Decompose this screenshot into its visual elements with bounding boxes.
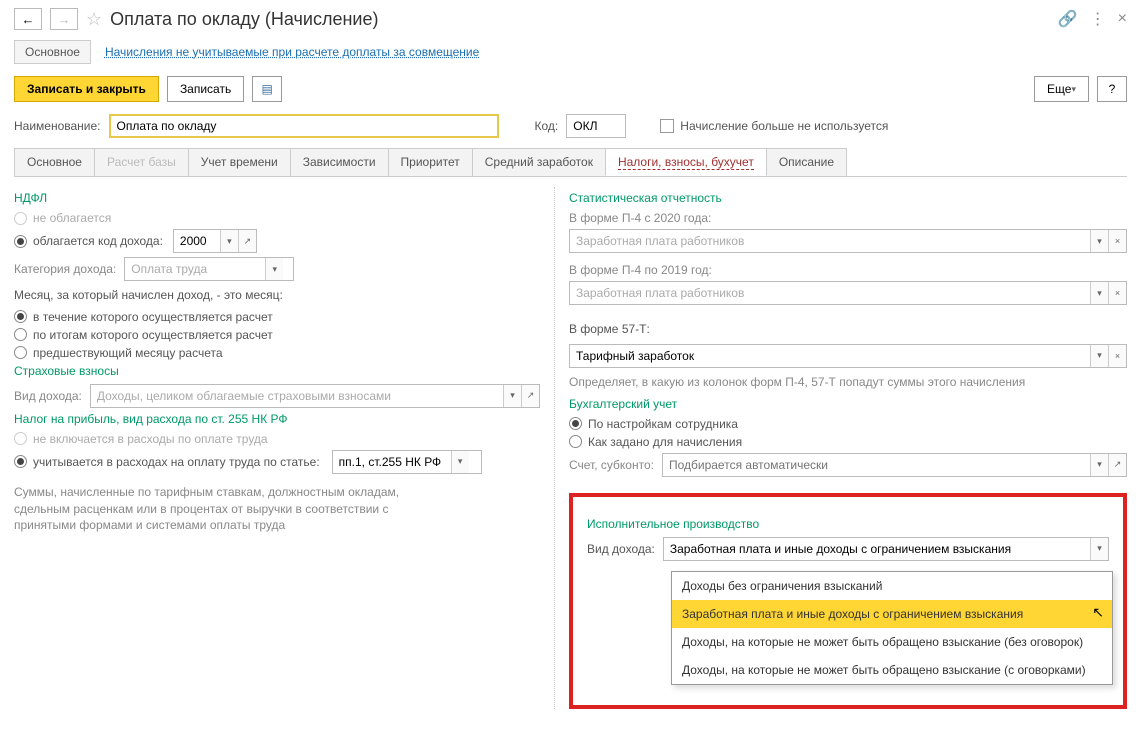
p4-2020-clear-icon[interactable]: ×	[1108, 230, 1126, 252]
pt-article-input[interactable]	[333, 451, 451, 473]
page-title: Оплата по окладу (Начисление)	[110, 9, 1050, 30]
month-opt3-label: предшествующий месяцу расчета	[33, 346, 223, 360]
link-icon[interactable]: 🔗	[1058, 9, 1078, 29]
stat-hint: Определяет, в какую из колонок форм П-4,…	[569, 374, 1039, 391]
exec-header: Исполнительное производство	[587, 517, 1109, 531]
income-code-open-icon[interactable]: ↗	[238, 230, 256, 252]
pt-opt2-label: учитывается в расходах на оплату труда п…	[33, 455, 320, 469]
p4-2019-dropdown-icon[interactable]: ▾	[1090, 282, 1108, 304]
p4-2020-label: В форме П-4 с 2020 года:	[569, 211, 1127, 225]
code-input[interactable]	[566, 114, 626, 138]
pt-opt1-radio[interactable]	[14, 432, 27, 445]
tabs: Основное Расчет базы Учет времени Зависи…	[14, 148, 1127, 177]
account-open-icon[interactable]: ↗	[1108, 454, 1126, 476]
category-label: Категория дохода:	[14, 262, 116, 276]
p4-2019-clear-icon[interactable]: ×	[1108, 282, 1126, 304]
income-type-dropdown-icon[interactable]: ▾	[503, 385, 521, 407]
ndfl-taxed-radio[interactable]	[14, 235, 27, 248]
income-code-input[interactable]	[174, 230, 220, 252]
exec-input[interactable]	[664, 538, 1090, 560]
acc-opt1-radio[interactable]	[569, 417, 582, 430]
acc-opt2-radio[interactable]	[569, 435, 582, 448]
income-type-label: Вид дохода:	[14, 389, 82, 403]
ndfl-taxed-label: облагается код дохода:	[33, 234, 163, 248]
f57-input[interactable]	[570, 345, 1090, 367]
exec-option-1[interactable]: Доходы без ограничения взысканий	[672, 572, 1112, 600]
pt-article-dropdown-icon[interactable]: ▾	[451, 451, 469, 473]
income-type-open-icon[interactable]: ↗	[521, 385, 539, 407]
save-button[interactable]: Записать	[167, 76, 244, 102]
category-input[interactable]	[125, 258, 265, 280]
account-input[interactable]	[663, 454, 1090, 476]
exec-highlight-box: Исполнительное производство Вид дохода: …	[569, 493, 1127, 709]
forward-button[interactable]: →	[50, 8, 78, 30]
tab-base[interactable]: Расчет базы	[94, 148, 189, 176]
exec-dropdown-icon[interactable]: ▾	[1090, 538, 1108, 560]
exec-label: Вид дохода:	[587, 542, 655, 556]
month-opt2-radio[interactable]	[14, 328, 27, 341]
tab-avg[interactable]: Средний заработок	[472, 148, 606, 176]
close-icon[interactable]: ×	[1118, 10, 1127, 28]
tab-taxes[interactable]: Налоги, взносы, бухучет	[605, 148, 767, 176]
exec-option-3[interactable]: Доходы, на которые не может быть обращен…	[672, 628, 1112, 656]
exec-option-4[interactable]: Доходы, на которые не может быть обращен…	[672, 656, 1112, 684]
code-label: Код:	[535, 119, 559, 133]
description-text: Суммы, начисленные по тарифным ставкам, …	[14, 484, 434, 534]
acc-opt2-label: Как задано для начисления	[588, 435, 742, 449]
income-code-dropdown-icon[interactable]: ▾	[220, 230, 238, 252]
account-dropdown-icon[interactable]: ▾	[1090, 454, 1108, 476]
insurance-header: Страховые взносы	[14, 364, 540, 378]
unused-label: Начисление больше не используется	[680, 119, 888, 133]
f57-dropdown-icon[interactable]: ▾	[1090, 345, 1108, 367]
month-opt3-radio[interactable]	[14, 346, 27, 359]
profit-tax-header: Налог на прибыль, вид расхода по ст. 255…	[14, 412, 540, 426]
tab-main[interactable]: Основное	[14, 148, 95, 176]
month-opt2-label: по итогам которого осуществляется расчет	[33, 328, 273, 342]
unused-checkbox[interactable]	[660, 119, 674, 133]
stat-header: Статистическая отчетность	[569, 191, 1127, 205]
exec-option-2[interactable]: Заработная плата и иные доходы с огранич…	[672, 600, 1112, 628]
f57-label: В форме 57-Т:	[569, 321, 1127, 338]
help-button[interactable]: ?	[1097, 76, 1127, 102]
income-type-input[interactable]	[91, 385, 503, 407]
month-opt1-radio[interactable]	[14, 310, 27, 323]
report-button[interactable]: ▤	[252, 76, 282, 102]
tab-desc[interactable]: Описание	[766, 148, 847, 176]
name-input[interactable]	[109, 114, 499, 138]
kebab-icon[interactable]: ⋮	[1090, 9, 1106, 29]
tab-time[interactable]: Учет времени	[188, 148, 291, 176]
ndfl-not-taxed-label: не облагается	[33, 211, 111, 225]
pt-opt2-radio[interactable]	[14, 455, 27, 468]
f57-clear-icon[interactable]: ×	[1108, 345, 1126, 367]
month-label: Месяц, за который начислен доход, - это …	[14, 287, 540, 304]
p4-2020-input[interactable]	[570, 230, 1090, 252]
subnav-link[interactable]: Начисления не учитываемые при расчете до…	[105, 45, 479, 59]
subnav-main[interactable]: Основное	[14, 40, 91, 64]
ndfl-header: НДФЛ	[14, 191, 540, 205]
cursor-icon: ↖	[1092, 604, 1104, 621]
acc-header: Бухгалтерский учет	[569, 397, 1127, 411]
month-opt1-label: в течение которого осуществляется расчет	[33, 310, 273, 324]
name-label: Наименование:	[14, 119, 101, 133]
tab-deps[interactable]: Зависимости	[290, 148, 389, 176]
save-and-close-button[interactable]: Записать и закрыть	[14, 76, 159, 102]
favorite-icon[interactable]: ☆	[86, 9, 102, 30]
category-dropdown-icon[interactable]: ▾	[265, 258, 283, 280]
acc-opt1-label: По настройкам сотрудника	[588, 417, 738, 431]
p4-2019-input[interactable]	[570, 282, 1090, 304]
account-label: Счет, субконто:	[569, 458, 654, 472]
tab-priority[interactable]: Приоритет	[388, 148, 473, 176]
p4-2020-dropdown-icon[interactable]: ▾	[1090, 230, 1108, 252]
exec-dropdown-list: Доходы без ограничения взысканий Заработ…	[671, 571, 1113, 685]
more-button[interactable]: Еще	[1034, 76, 1089, 102]
ndfl-not-taxed-radio[interactable]	[14, 212, 27, 225]
pt-opt1-label: не включается в расходы по оплате труда	[33, 432, 268, 446]
back-button[interactable]: ←	[14, 8, 42, 30]
p4-2019-label: В форме П-4 по 2019 год:	[569, 263, 1127, 277]
